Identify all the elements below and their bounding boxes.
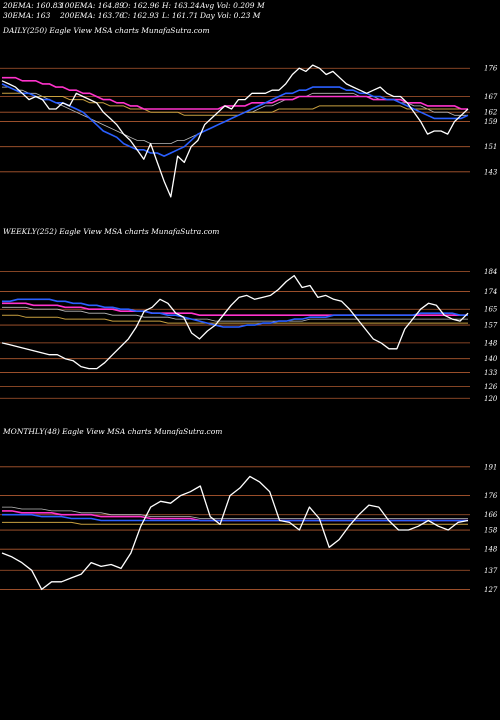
daily-tick-label: 162: [484, 109, 498, 117]
daily-ema-blue-line: [1, 83, 469, 157]
monthly-ema-gold-line: [2, 521, 468, 525]
weekly-tick-label: 140: [484, 355, 498, 363]
monthly-ema-gray-line: [2, 506, 468, 519]
header-200ema: 200EMA: 163.76: [60, 11, 125, 20]
weekly-tick-label: 157: [484, 322, 498, 330]
monthly-tick-label: 127: [484, 586, 498, 594]
header-day-vol: Day Vol: 0.23 M: [200, 11, 261, 20]
daily-tick-label: 176: [484, 65, 498, 73]
header-20ema: 20EMA: 160.83: [3, 1, 63, 10]
weekly-tick-label: 120: [484, 395, 498, 403]
weekly-tick-label: 126: [484, 383, 498, 391]
weekly-panel-title: WEEKLY(252) Eagle View MSA charts Munafa…: [3, 227, 220, 236]
monthly-tick-label: 166: [484, 511, 498, 519]
weekly-tick-label: 148: [484, 339, 498, 347]
daily-panel-title: DAILY(250) Eagle View MSA charts MunafaS…: [3, 26, 210, 35]
daily-tick-label: 151: [484, 143, 497, 151]
header-low: L: 161.71: [162, 11, 199, 20]
header-100ema: 100EMA: 164.89: [60, 1, 125, 10]
daily-tick-label: 159: [484, 118, 498, 126]
weekly-tick-label: 133: [484, 369, 498, 377]
monthly-panel: 191 176 166 158 148 137 127: [0, 463, 498, 594]
daily-price-line: [1, 64, 469, 198]
weekly-ema-blue-line: [2, 298, 468, 328]
monthly-tick-label: 176: [484, 492, 498, 500]
header-avg-vol: Avg Vol: 0.209 M: [200, 1, 265, 10]
daily-tick-label: 167: [484, 93, 498, 101]
header-close: C: 162.93: [122, 11, 159, 20]
weekly-price-line: [1, 274, 469, 370]
monthly-tick-label: 158: [484, 527, 498, 535]
weekly-ema-gold-line: [2, 314, 468, 324]
weekly-tick-label: 184: [484, 268, 497, 276]
monthly-price-line: [1, 475, 469, 591]
daily-ema-gold-line: [2, 92, 468, 116]
weekly-panel: 184 174 165 157 148 140 133 126 120: [0, 268, 498, 403]
weekly-tick-label: 165: [484, 306, 498, 314]
monthly-ema-blue-line: [2, 513, 468, 522]
weekly-tick-label: 174: [484, 288, 497, 296]
header-high: H: 163.24: [162, 1, 200, 10]
weekly-ema-gray-line: [2, 306, 468, 322]
monthly-tick-label: 191: [484, 463, 497, 471]
header-open: O: 162.96: [122, 1, 160, 10]
header-30ema: 30EMA: 163: [3, 11, 51, 20]
monthly-panel-title: MONTHLY(48) Eagle View MSA charts Munafa…: [3, 427, 223, 436]
monthly-tick-label: 137: [484, 567, 498, 575]
daily-tick-label: 143: [484, 168, 498, 176]
monthly-tick-label: 148: [484, 546, 498, 554]
